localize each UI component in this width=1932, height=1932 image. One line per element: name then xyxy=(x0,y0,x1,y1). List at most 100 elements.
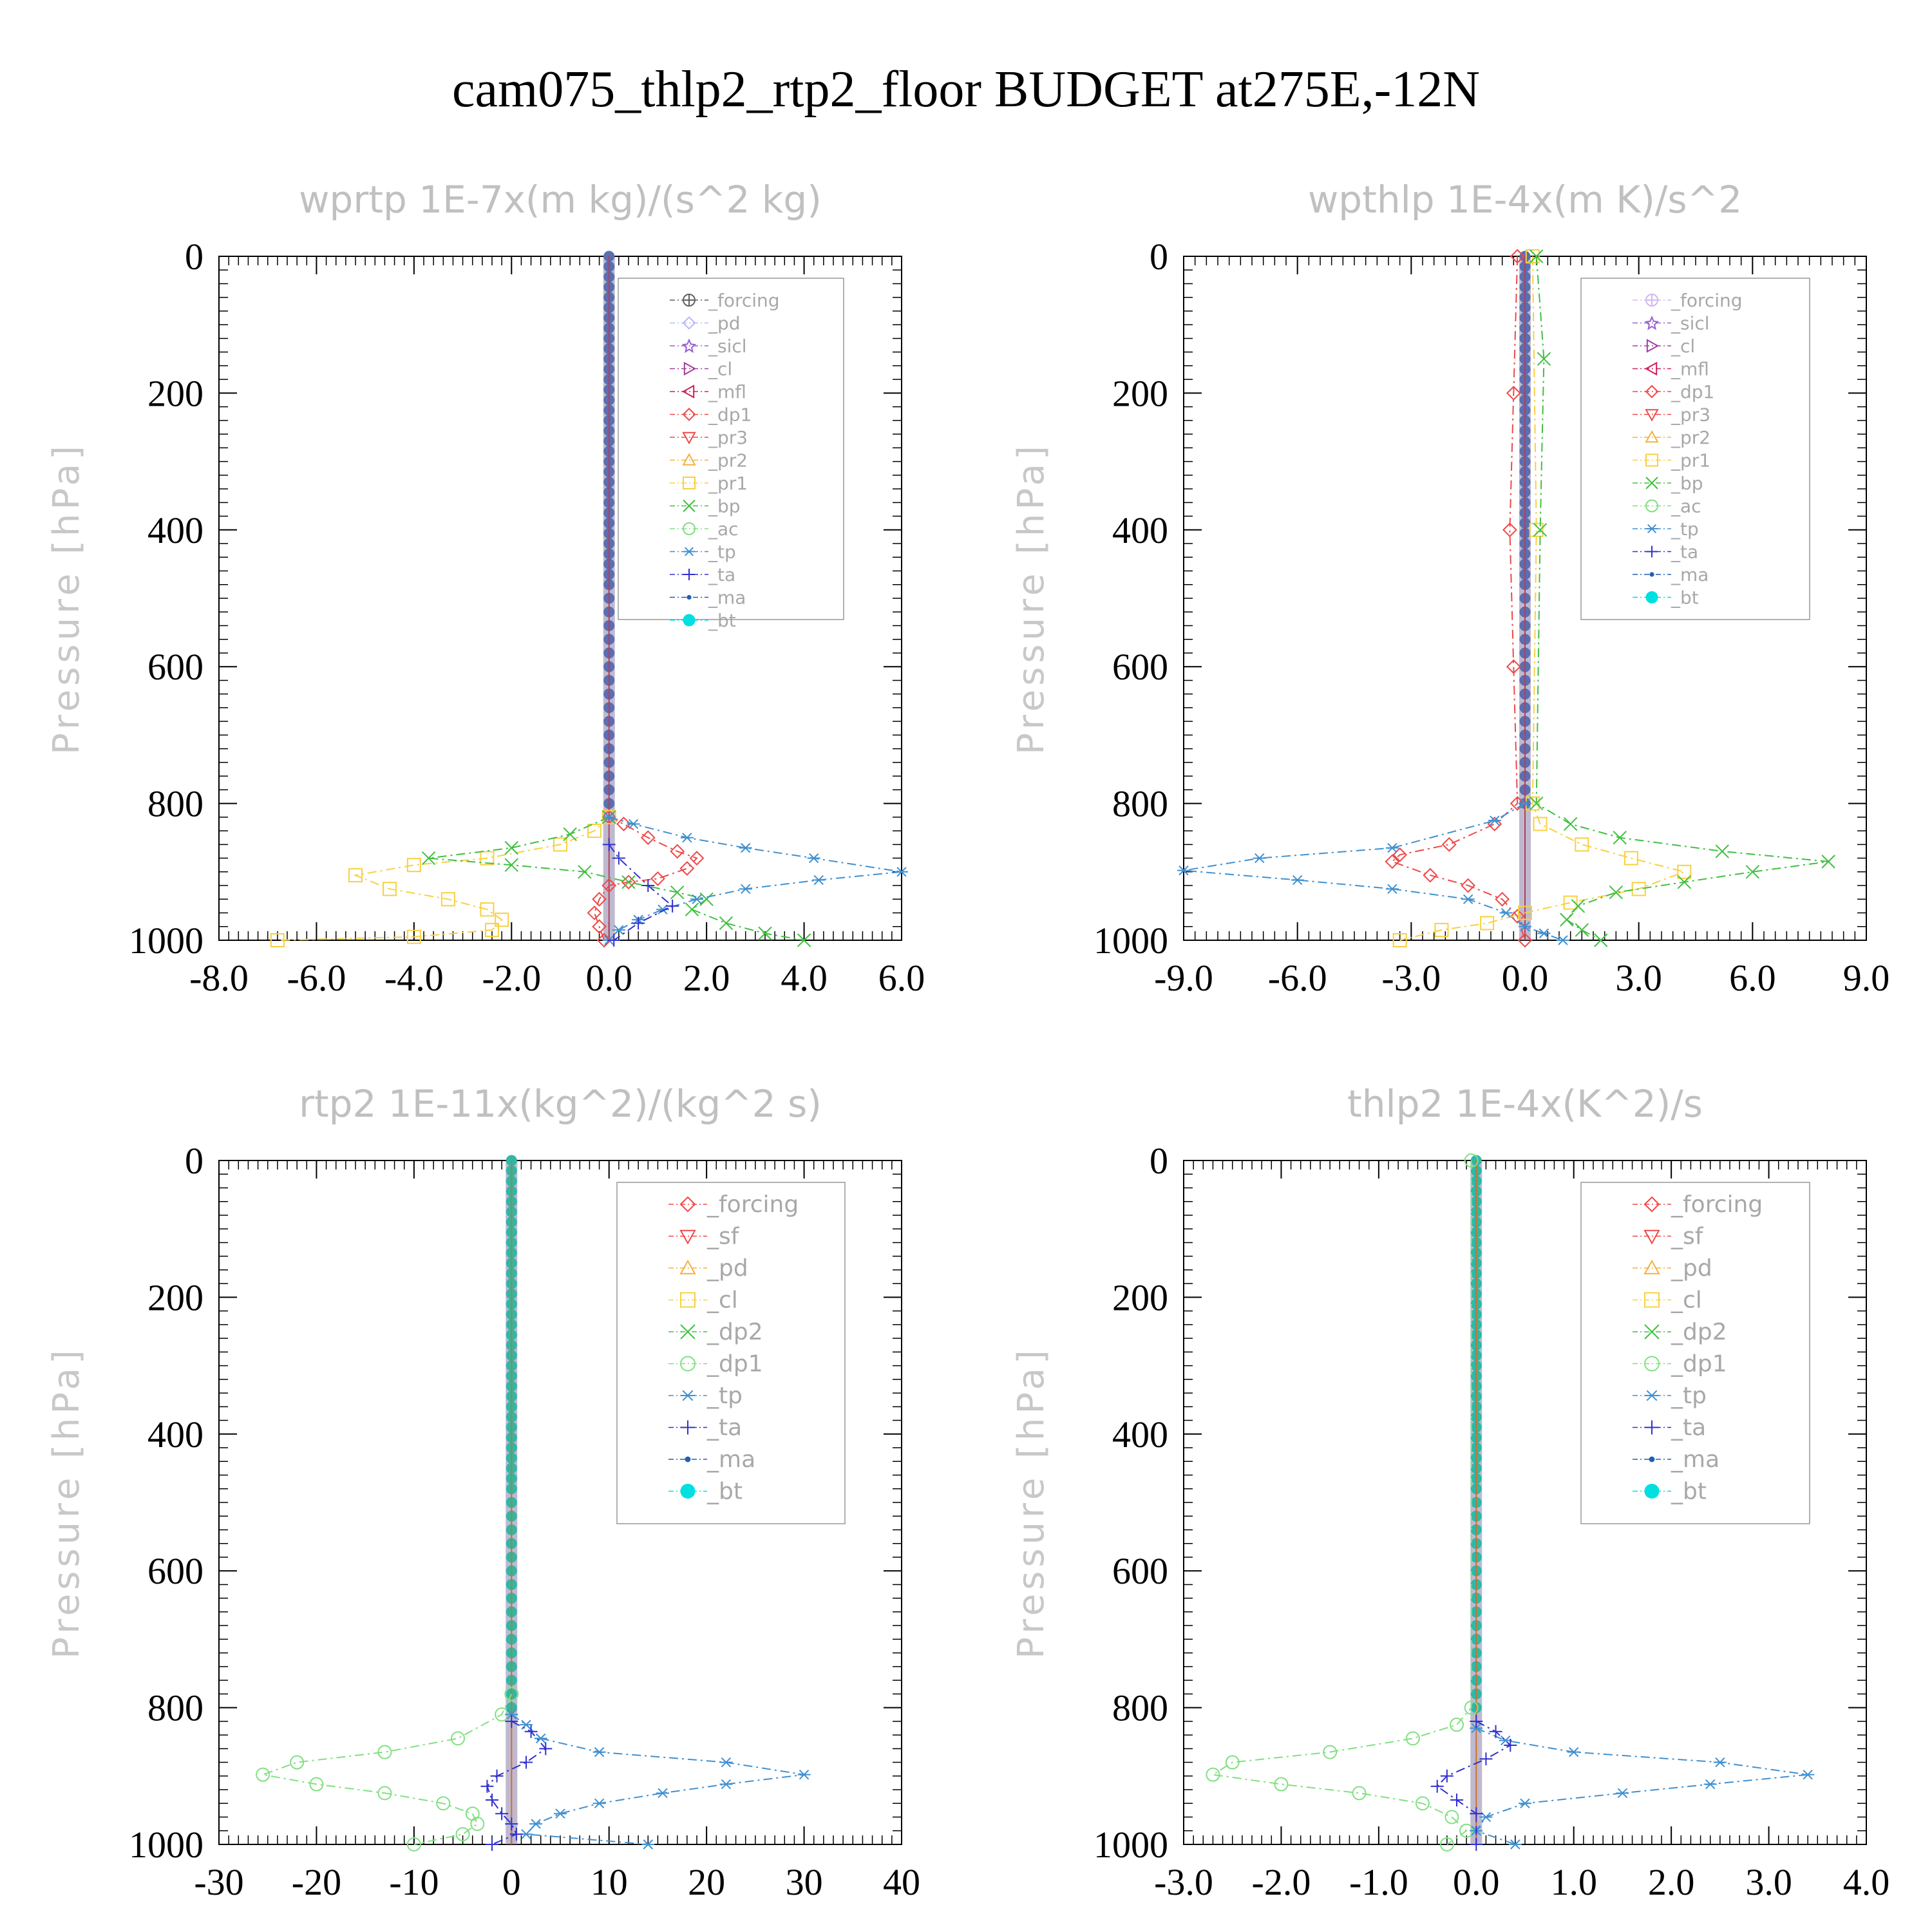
x-tick-label: 0.0 xyxy=(1502,957,1549,999)
data-point xyxy=(554,1808,567,1819)
y-tick-label: 400 xyxy=(1112,1414,1168,1455)
series-bp-line xyxy=(421,810,811,947)
data-point xyxy=(1470,1838,1483,1851)
data-point xyxy=(1537,352,1551,366)
legend-box xyxy=(1580,278,1810,620)
legend-label: _mfl xyxy=(1671,359,1709,380)
y-tick-label: 400 xyxy=(147,509,204,551)
data-point xyxy=(534,1733,547,1744)
y-tick-label: 0 xyxy=(1150,1140,1168,1182)
legend-swatch-marker xyxy=(1646,339,1660,353)
y-tick-label: 200 xyxy=(147,372,204,414)
x-tick-label: -2.0 xyxy=(482,957,541,999)
legend-swatch-marker xyxy=(1644,1356,1660,1372)
data-point xyxy=(1519,1798,1531,1808)
legend: _forcing_pd_sicl_cl_mfl_dp1_pr3_pr2_pr1_… xyxy=(618,278,844,631)
data-point xyxy=(1567,1747,1580,1757)
zero-profile-column xyxy=(603,251,615,940)
chart-panel-3: rtp2 1E-11x(kg^2)/(kg^2 s) Pressure [hPa]… xyxy=(46,1082,920,1903)
legend-swatch-marker xyxy=(682,316,696,330)
data-point xyxy=(621,875,636,890)
legend-label: _bp xyxy=(708,496,741,517)
data-point xyxy=(592,1798,606,1808)
zero-profile-column xyxy=(506,1155,518,1844)
legend-item: _dp2 xyxy=(668,1319,763,1345)
series-path xyxy=(1475,1727,1808,1845)
data-point xyxy=(592,891,607,907)
legend-label: _pd xyxy=(1671,1255,1712,1282)
data-point xyxy=(1461,878,1476,893)
legend-label: _ma xyxy=(708,587,746,609)
y-tick-label: 800 xyxy=(1112,1687,1168,1729)
data-point xyxy=(520,1756,533,1769)
legend-item: _ma xyxy=(1633,564,1709,585)
data-point xyxy=(455,1827,470,1842)
data-point xyxy=(1464,1700,1479,1715)
data-point xyxy=(607,934,621,947)
series-path xyxy=(277,817,610,941)
x-tick-label: -1.0 xyxy=(1349,1861,1408,1903)
legend-swatch-marker xyxy=(1643,1259,1660,1274)
legend-swatch-marker xyxy=(681,1390,695,1401)
x-tick-label: -6.0 xyxy=(1268,957,1327,999)
data-point xyxy=(495,1807,509,1821)
legend-label: _sf xyxy=(706,1224,740,1250)
legend-swatch-marker xyxy=(683,499,696,513)
legend-label: _bp xyxy=(1671,473,1703,494)
legend: _forcing_sicl_cl_mfl_dp1_pr3_pr2_pr1_bp_… xyxy=(1580,278,1810,620)
data-point xyxy=(524,1725,538,1738)
data-point xyxy=(601,878,617,893)
data-point xyxy=(1423,867,1438,883)
legend-item: _pd xyxy=(1633,1255,1712,1282)
data-point xyxy=(1677,864,1692,879)
data-point xyxy=(486,1838,498,1851)
x-tick-label: -9.0 xyxy=(1154,957,1213,999)
data-point xyxy=(1563,817,1578,831)
legend-label: _bt xyxy=(1671,1479,1707,1505)
legend-swatch-marker xyxy=(1645,384,1659,399)
y-axis-label: Pressure [hPa] xyxy=(1010,1346,1052,1659)
data-point xyxy=(1504,1739,1517,1752)
data-point xyxy=(1713,1757,1727,1768)
legend-item: _cl xyxy=(1633,1287,1702,1314)
legend-item: _sf xyxy=(668,1224,740,1250)
y-tick-label: 1000 xyxy=(129,1824,204,1866)
series-dp1-line xyxy=(256,1687,519,1852)
legend-label: _ta xyxy=(708,564,735,585)
data-point xyxy=(670,885,685,900)
data-point xyxy=(1392,933,1407,947)
data-point xyxy=(377,1745,392,1759)
data-point xyxy=(641,1839,655,1850)
data-point xyxy=(596,933,612,948)
legend-label: _pd xyxy=(708,313,741,334)
zero-profile-column xyxy=(1519,251,1531,940)
legend-item: _pr2 xyxy=(1633,427,1710,448)
y-tick-label: 800 xyxy=(1112,783,1168,825)
legend-item: _tp xyxy=(1633,518,1699,540)
data-point xyxy=(1499,907,1513,918)
legend-item: _tp xyxy=(1633,1383,1707,1409)
series-tp-line xyxy=(505,1709,811,1850)
data-point xyxy=(406,858,421,873)
data-point xyxy=(1225,1755,1240,1770)
legend-box xyxy=(616,1182,846,1524)
data-point xyxy=(578,865,592,879)
data-point xyxy=(1821,855,1835,869)
legend-label: _sicl xyxy=(708,336,747,357)
data-point xyxy=(436,1796,451,1811)
data-point xyxy=(739,884,752,895)
y-tick-label: 600 xyxy=(1112,646,1168,688)
data-point xyxy=(1519,922,1531,932)
legend-item: _dp2 xyxy=(1633,1319,1727,1345)
data-point xyxy=(1479,1752,1493,1766)
data-point xyxy=(1274,1777,1289,1792)
chart-panel-2: wpthlp 1E-4x(m K)/s^2 Pressure [hPa] -9.0 -… xyxy=(1010,178,1889,999)
legend-label: _forcing xyxy=(1671,290,1743,311)
legend-item: _mfl xyxy=(1633,359,1709,380)
legend-swatch-marker xyxy=(679,1229,696,1245)
data-point xyxy=(421,851,436,866)
legend-label: _ta xyxy=(1671,542,1698,563)
data-point xyxy=(1385,854,1400,869)
data-point xyxy=(587,905,602,920)
legend-swatch-marker xyxy=(680,1292,696,1308)
